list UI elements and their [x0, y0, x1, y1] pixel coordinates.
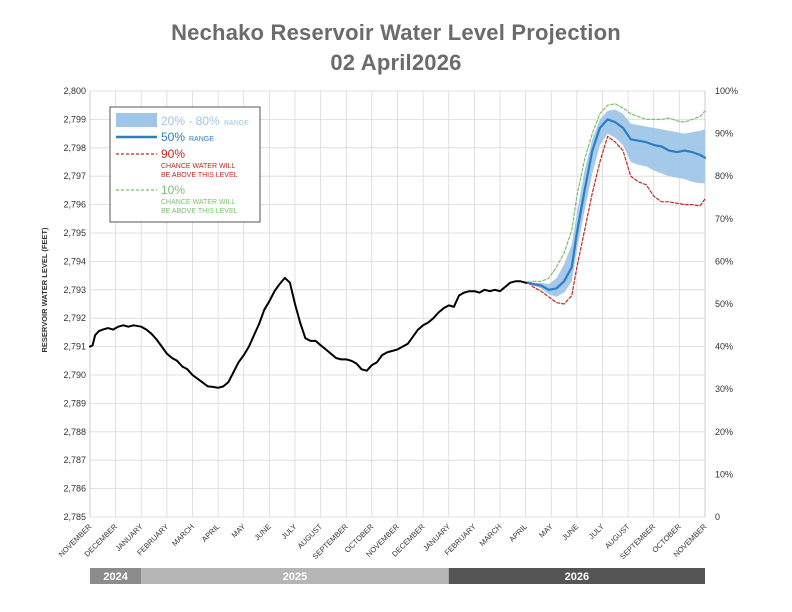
y2-tick-label: 40%	[715, 342, 733, 352]
year-segment-2024	[90, 568, 142, 584]
y2-tick-label: 80%	[715, 171, 733, 181]
legend-band-suffix: RANGE	[224, 120, 249, 127]
y-tick-label: 2,795	[63, 228, 86, 238]
legend-p90-desc1: CHANCE WATER WILL	[161, 163, 235, 170]
band-20-80	[528, 109, 705, 297]
x-tick-label: MAY	[230, 522, 247, 539]
legend-median-label: 50%	[161, 130, 185, 144]
year-bar: 2024 2025 2026	[90, 568, 705, 584]
y2-tick-label: 30%	[715, 384, 733, 394]
y2-tick-label: 90%	[715, 129, 733, 139]
x-tick-label: MARCH	[170, 522, 196, 548]
x-tick-label: JULY	[279, 522, 298, 541]
y-tick-label: 2,798	[63, 143, 86, 153]
year-label-2025: 2025	[283, 571, 307, 583]
y-tick-label: 2,794	[63, 256, 86, 266]
legend-p10-desc2: BE ABOVE THIS LEVEL	[161, 208, 238, 215]
y-tick-label: 2,793	[63, 285, 86, 295]
y-tick-label: 2,785	[63, 512, 86, 522]
y-axis-ticks: 2,785 2,786 2,787 2,788 2,789 2,790 2,791 2,792…	[63, 86, 86, 522]
p90-line	[527, 135, 706, 305]
legend-p90-label: 90%	[161, 147, 185, 161]
year-label-2024: 2024	[103, 571, 128, 583]
legend-band-label: 20% - 80%	[161, 114, 220, 128]
chart-subtitle-date: 02 April2026	[330, 50, 462, 75]
y-tick-label: 2,797	[63, 171, 86, 181]
band-20-80-area	[528, 109, 705, 297]
x-tick-label: JUNE	[560, 522, 580, 542]
p10-line	[527, 103, 706, 284]
year-segment-2025	[141, 568, 449, 584]
x-tick-label: JULY	[587, 522, 606, 541]
year-segment-2026	[448, 568, 705, 584]
legend-p90-desc2: BE ABOVE THIS LEVEL	[161, 172, 238, 179]
y-tick-label: 2,789	[63, 398, 86, 408]
y-tick-label: 2,787	[63, 455, 86, 465]
x-tick-label: MARCH	[478, 522, 504, 548]
y-tick-label: 2,792	[63, 313, 86, 323]
y2-tick-label: 10%	[715, 469, 733, 479]
y-tick-label: 2,790	[63, 370, 86, 380]
y2-tick-label: 70%	[715, 214, 733, 224]
y-tick-label: 2,796	[63, 200, 86, 210]
y2-axis-ticks: 0 10% 20% 30% 40% 50% 60% 70% 80% 90% 100%	[715, 86, 738, 522]
x-tick-label: JUNE	[253, 522, 273, 542]
y-tick-label: 2,800	[63, 86, 86, 96]
x-tick-label: MAY	[537, 522, 554, 539]
median-line	[527, 118, 707, 291]
legend-median-suffix: RANGE	[189, 136, 214, 143]
y-axis-label: RESERVOIR WATER LEVEL (FEET)	[40, 227, 49, 353]
x-tick-label: APRIL	[507, 522, 529, 544]
y-tick-label: 2,788	[63, 427, 86, 437]
x-tick-label: APRIL	[200, 522, 222, 544]
year-label-2026: 2026	[565, 571, 589, 583]
y-tick-label: 2,791	[63, 342, 86, 352]
legend: 20% - 80% RANGE 50% RANGE 90% CHANCE WAT…	[109, 106, 261, 223]
y2-tick-label: 50%	[715, 299, 733, 309]
legend-p10-label: 10%	[161, 183, 185, 197]
series-lines	[89, 103, 707, 389]
chart-title: Nechako Reservoir Water Level Projection	[171, 20, 621, 45]
y-tick-label: 2,799	[63, 114, 86, 124]
y2-tick-label: 0	[715, 512, 720, 522]
historical-line	[89, 276, 530, 389]
y2-tick-label: 60%	[715, 256, 733, 266]
y2-tick-label: 20%	[715, 427, 733, 437]
y2-tick-label: 100%	[715, 86, 738, 96]
y-tick-label: 2,786	[63, 484, 86, 494]
legend-p10-desc1: CHANCE WATER WILL	[161, 199, 235, 206]
legend-band-swatch	[116, 113, 157, 127]
